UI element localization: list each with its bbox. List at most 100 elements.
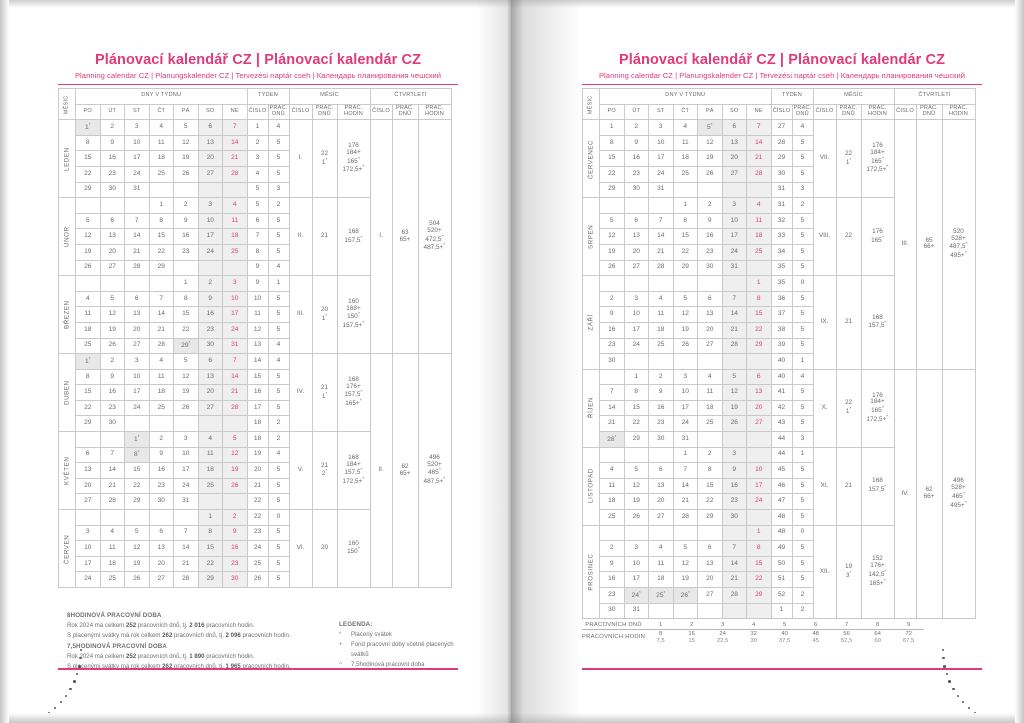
- week-workdays-cell: 2: [791, 602, 814, 620]
- week-workdays-cell: 5: [791, 134, 814, 152]
- month-workhours-cell: 168 184+ 157,5^ 172,5+^: [336, 431, 371, 511]
- day-cell: 26: [222, 477, 248, 495]
- day-cell: 18: [746, 228, 772, 245]
- day-cell-empty: [672, 602, 698, 620]
- day-cell: 19: [672, 571, 698, 588]
- day-cell: 17: [124, 150, 150, 167]
- calendar-row: 6 7 8* 9 10 11 12 19 4: [59, 446, 452, 464]
- month-workhours-cell: 176 165^: [860, 197, 895, 277]
- header-quarter-workdays: PRAC. DNŮ: [915, 103, 943, 121]
- week-workdays-cell: 5: [791, 571, 814, 588]
- header-month-workhours: PRAC. HODIN: [336, 103, 371, 121]
- conversion-table: PRACOVNÍCH DNŮ 1 2 3 4 5 6 7 8 9 PRACOVNÍCH HODIN 8…: [582, 621, 925, 644]
- day-cell: 16: [599, 321, 625, 339]
- conversion-hours75-cell: 45: [812, 637, 819, 644]
- conversion-hours75-cell: 60: [874, 637, 881, 644]
- page-subtitle-right: Planning calendar CZ | Planungskalender …: [598, 71, 966, 80]
- month-workdays-cell: 22 1*: [311, 119, 338, 199]
- header-month: MĚSÍC: [58, 88, 76, 120]
- day-cell: 24: [721, 243, 747, 261]
- day-cell: 14: [648, 228, 674, 245]
- day-cell: 20: [148, 555, 174, 573]
- day-cell: 15: [697, 477, 723, 495]
- day-cell: 10: [672, 384, 698, 401]
- header-week-number: ČÍSLO: [246, 103, 269, 121]
- day-cell: 15: [746, 306, 772, 323]
- day-cell: 23: [721, 493, 747, 511]
- day-cell-empty: [623, 275, 649, 292]
- week-workdays-cell: 5: [267, 368, 290, 386]
- week-workdays-cell: 5: [267, 493, 290, 511]
- day-cell: 27: [697, 587, 723, 604]
- day-cell: 27: [124, 337, 150, 355]
- day-cell: 30: [721, 509, 747, 526]
- legend-block: LEGENDA: * Placený svátek + Fond pracovní d…: [339, 611, 465, 672]
- month-number-cell: VI.: [288, 509, 313, 588]
- day-cell: 23: [599, 337, 625, 355]
- header-group-weekdays: DNY V TÝDNU: [75, 88, 248, 105]
- conversion-hours8-cell: 40: [781, 630, 788, 637]
- page-edge-top-right: [511, 0, 1024, 8]
- day-cell: 24: [623, 337, 649, 355]
- day-cell: 9: [173, 212, 199, 230]
- day-cell: 10: [746, 462, 772, 479]
- day-cell: 6: [75, 446, 101, 464]
- month-number-cell: XI.: [812, 446, 837, 526]
- week-workdays-cell: 5: [267, 306, 290, 323]
- calendar-row: ÚNOR 1 2 3 4 5 2 II. 21 168 157,5^: [58, 197, 452, 277]
- day-cell: 14: [672, 477, 698, 495]
- day-cell: 12: [721, 384, 747, 401]
- day-cell: 24: [173, 477, 199, 495]
- week-workdays-cell: 5: [791, 399, 814, 417]
- day-cell: 16: [197, 306, 223, 323]
- week-number-cell: 10: [246, 290, 269, 308]
- week-number-cell: 42: [770, 399, 793, 417]
- day-cell: 25: [599, 509, 625, 526]
- day-cell: 7: [99, 446, 125, 464]
- day-cell: 17: [721, 228, 747, 245]
- day-cell: 26: [623, 509, 649, 526]
- day-cell: 8: [746, 540, 772, 557]
- day-cell: 17: [222, 306, 248, 323]
- header-weekday-po: PO: [75, 103, 101, 121]
- day-cell: 8: [746, 290, 772, 308]
- day-cell: 27: [648, 509, 674, 526]
- day-cell: 31: [721, 259, 747, 277]
- day-cell: 9: [99, 134, 125, 152]
- day-cell: 12: [697, 134, 723, 152]
- calendar-table: MĚSÍC DNY V TÝDNU TÝDEN MĚSÍC ČTVRTLETÍ PO ÚT S…: [582, 88, 976, 620]
- calendar-row: 16 17 18 19 20 21 22 38 5: [583, 321, 976, 339]
- day-cell: 15: [672, 228, 698, 245]
- day-cell: 1: [746, 275, 772, 292]
- week-number-cell: 17: [246, 399, 269, 417]
- day-cell: 2: [599, 290, 625, 308]
- day-cell: 22: [75, 399, 101, 417]
- conversion-day-cell: 2: [676, 621, 708, 630]
- day-cell-empty: [721, 431, 747, 448]
- day-cell: 26: [721, 415, 747, 433]
- day-cell: 23: [173, 243, 199, 261]
- legend-text: Fond pracovní doby včetně placených svát…: [351, 640, 454, 658]
- day-cell: 27: [75, 493, 101, 511]
- day-cell: 1: [599, 119, 625, 136]
- day-cell: 9: [623, 134, 649, 152]
- day-cell: 18: [648, 571, 674, 588]
- day-cell: 16: [99, 150, 125, 167]
- week-number-cell: 12: [246, 321, 269, 339]
- page-edge-top-left: [0, 0, 511, 8]
- week-workdays-cell: 4: [791, 119, 814, 136]
- week-number-cell: 31: [770, 181, 793, 199]
- week-number-cell: 2: [246, 134, 269, 152]
- day-cell: 17: [672, 399, 698, 417]
- day-cell-empty: [648, 524, 674, 542]
- day-cell: 8*: [124, 446, 150, 464]
- calendar-row: 2 3 4 5 6 7 8 36 5: [583, 290, 976, 308]
- day-cell-empty: [623, 446, 649, 464]
- day-cell: 23: [99, 399, 125, 417]
- calendar-row: 21 22 23 24 25 26 27 43 5: [583, 415, 976, 433]
- day-cell: 20: [124, 321, 150, 339]
- quarter-workdays-cell: 62 65+: [391, 353, 419, 588]
- conversion-day-cell: 4: [738, 621, 770, 630]
- week-workdays-cell: 4: [267, 259, 290, 277]
- header-quarter-workdays: PRAC. DNŮ: [391, 103, 419, 121]
